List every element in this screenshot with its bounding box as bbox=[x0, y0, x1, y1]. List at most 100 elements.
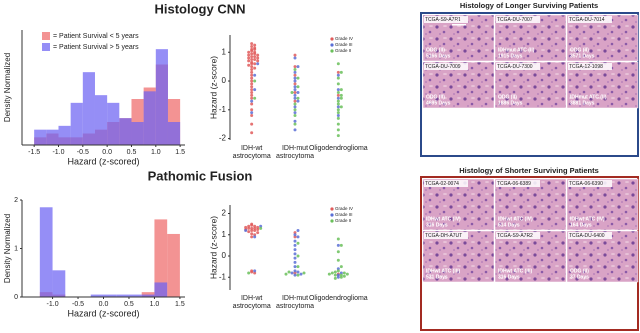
legend-label: Grade III bbox=[335, 212, 353, 217]
histology-tile bbox=[494, 230, 567, 283]
bar bbox=[107, 102, 120, 145]
bar bbox=[58, 125, 71, 145]
y-axis-label: Density Normalized bbox=[3, 53, 12, 122]
point bbox=[333, 270, 337, 274]
bar bbox=[143, 91, 156, 145]
bar bbox=[70, 102, 83, 145]
point bbox=[293, 111, 297, 115]
point bbox=[293, 65, 297, 69]
point bbox=[250, 62, 254, 66]
tile-diagnosis: ODG (II) bbox=[498, 94, 517, 100]
point bbox=[293, 128, 297, 132]
point bbox=[250, 85, 254, 89]
point bbox=[336, 88, 340, 92]
point bbox=[250, 226, 254, 230]
point bbox=[250, 88, 254, 92]
point bbox=[336, 250, 340, 254]
point bbox=[293, 260, 297, 264]
point bbox=[250, 79, 254, 83]
point bbox=[253, 235, 257, 239]
point bbox=[253, 79, 257, 83]
point bbox=[293, 102, 297, 106]
point bbox=[293, 91, 297, 95]
tile-id: TCGA-DH-A7UT bbox=[425, 233, 462, 239]
x-tick-label: 1.5 bbox=[175, 301, 185, 308]
point bbox=[250, 65, 254, 69]
tile-days: 316 Days bbox=[426, 222, 448, 228]
x-tick-label: IDH-mut astrocytoma bbox=[275, 295, 315, 310]
legend-swatch bbox=[330, 219, 334, 223]
tile-label-bg bbox=[568, 63, 612, 70]
point bbox=[250, 270, 254, 274]
point bbox=[336, 275, 340, 279]
point bbox=[293, 70, 297, 74]
bar bbox=[119, 118, 132, 145]
point bbox=[296, 235, 300, 239]
x-tick-label: -0.5 bbox=[72, 301, 84, 308]
point bbox=[250, 73, 254, 77]
point bbox=[339, 88, 343, 92]
point bbox=[253, 66, 257, 70]
tile-days: 614 Days bbox=[498, 222, 520, 228]
point bbox=[293, 265, 297, 269]
point bbox=[336, 258, 340, 262]
tile-label-bg bbox=[496, 16, 540, 23]
point bbox=[256, 227, 260, 231]
point bbox=[247, 226, 251, 230]
scale-bar bbox=[452, 24, 466, 26]
tile-diagnosis: IDHwt ATC (IV) bbox=[426, 216, 461, 222]
legend-label: Grade IV bbox=[335, 206, 353, 211]
tile-diagnosis: IDHwt ATC (IV) bbox=[498, 216, 533, 222]
point bbox=[250, 76, 254, 80]
y-tick-label: 1 bbox=[222, 47, 227, 56]
point bbox=[293, 96, 297, 100]
point bbox=[250, 45, 254, 49]
point bbox=[296, 65, 300, 69]
point bbox=[296, 99, 300, 103]
x-tick-label: -1.5 bbox=[28, 149, 40, 156]
legend-label: Grade II bbox=[335, 48, 351, 53]
tile-label-bg bbox=[424, 63, 468, 70]
y-axis-label: Hazard (z-score) bbox=[208, 56, 218, 119]
point bbox=[293, 79, 297, 83]
point bbox=[253, 52, 257, 56]
point bbox=[333, 273, 337, 277]
point bbox=[339, 105, 343, 109]
point bbox=[293, 108, 297, 112]
bar bbox=[82, 72, 95, 145]
point bbox=[330, 271, 334, 275]
point bbox=[293, 119, 297, 123]
y-axis-label: Density Normalized bbox=[3, 214, 12, 283]
point bbox=[250, 49, 254, 53]
point bbox=[293, 273, 297, 277]
point bbox=[244, 229, 248, 232]
tile-days: 1886 Days bbox=[498, 100, 523, 106]
point bbox=[253, 229, 257, 232]
point bbox=[293, 269, 297, 273]
point bbox=[336, 91, 340, 95]
x-tick-label: Oligodendroglioma bbox=[308, 295, 368, 302]
point bbox=[293, 105, 297, 109]
tile-label-bg bbox=[568, 180, 612, 187]
bar bbox=[167, 122, 181, 145]
point bbox=[253, 269, 257, 273]
point bbox=[342, 271, 346, 275]
tile-label-bg bbox=[568, 16, 612, 23]
legend-swatch bbox=[330, 207, 334, 211]
point bbox=[336, 111, 340, 115]
y-tick-label: -1 bbox=[219, 105, 227, 114]
tile-id: TCGA-12-1098 bbox=[569, 64, 603, 70]
x-axis-label: Hazard (z-scored) bbox=[67, 308, 139, 318]
tile-diagnosis: ODG (II) bbox=[426, 94, 445, 100]
x-tick-label: 1.0 bbox=[150, 301, 160, 308]
legend-swatch bbox=[330, 37, 334, 41]
point bbox=[259, 226, 263, 230]
bar bbox=[34, 129, 47, 145]
point bbox=[250, 99, 254, 103]
bar bbox=[154, 219, 168, 297]
bar bbox=[94, 95, 108, 145]
y-tick-label: 2 bbox=[222, 209, 227, 218]
point bbox=[247, 56, 251, 60]
tile-id: TCGA-DU-7007 bbox=[497, 17, 533, 23]
